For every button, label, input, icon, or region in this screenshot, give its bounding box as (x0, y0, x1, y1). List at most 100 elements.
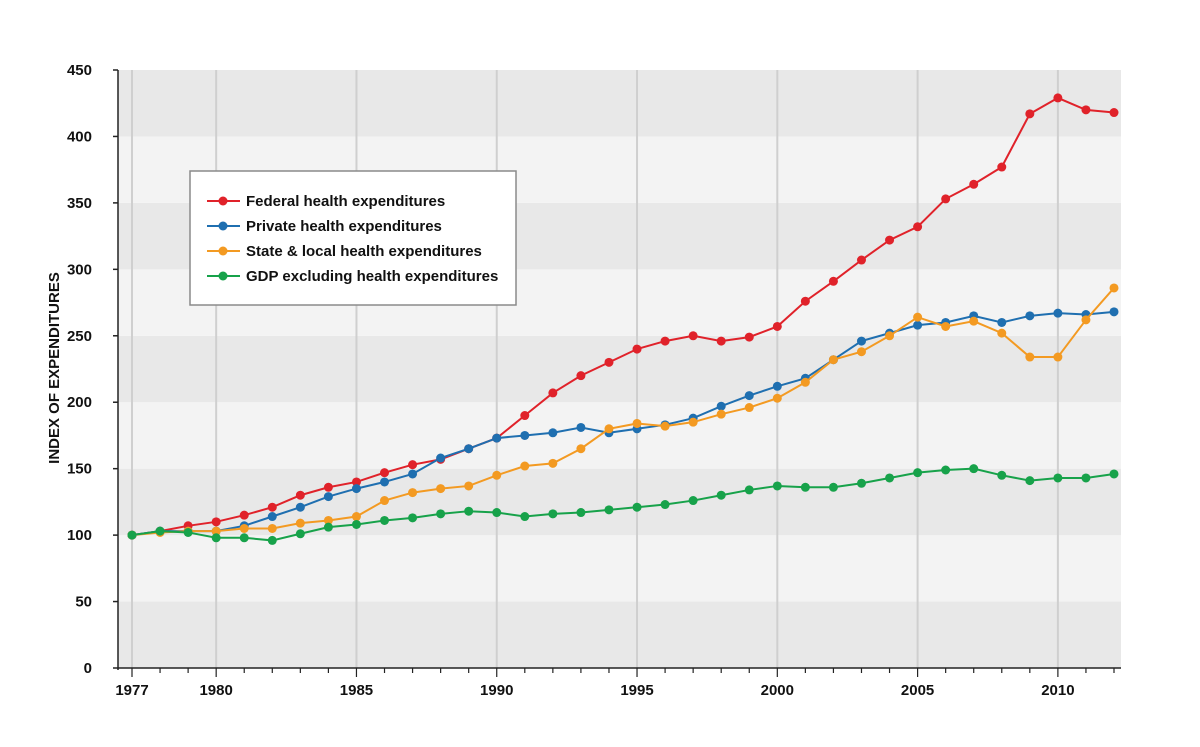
data-point (1025, 352, 1035, 362)
legend-swatch-marker (218, 196, 228, 206)
x-tick-label: 2000 (761, 682, 794, 699)
data-point (744, 332, 754, 342)
data-point (548, 458, 558, 468)
data-point (885, 235, 895, 245)
data-point (660, 336, 670, 346)
data-point (351, 484, 361, 494)
data-point (323, 492, 333, 502)
y-tick-label: 0 (84, 660, 92, 677)
data-point (520, 461, 530, 471)
data-point (772, 393, 782, 403)
data-point (295, 518, 305, 528)
data-point (828, 276, 838, 286)
data-point (576, 422, 586, 432)
data-point (744, 403, 754, 413)
data-point (997, 470, 1007, 480)
data-point (127, 530, 137, 540)
data-point (1081, 315, 1091, 325)
legend-swatch-marker (218, 246, 228, 256)
axes (117, 70, 1121, 670)
data-point (520, 430, 530, 440)
data-point (436, 484, 446, 494)
data-point (295, 490, 305, 500)
data-point (267, 535, 277, 545)
data-point (969, 316, 979, 326)
data-point (941, 194, 951, 204)
data-point (1109, 469, 1119, 479)
data-point (380, 477, 390, 487)
x-tick-label: 1980 (199, 682, 232, 699)
legend-item: GDP excluding health expenditures (207, 268, 498, 285)
legend-box (189, 170, 517, 306)
y-tick-label: 400 (67, 128, 92, 145)
data-point (492, 508, 502, 518)
data-point (295, 529, 305, 539)
x-tick-label: 1995 (620, 682, 653, 699)
y-tick-label: 300 (67, 261, 92, 278)
x-tick-label: 2010 (1041, 682, 1074, 699)
grid-band (118, 601, 1121, 668)
data-point (800, 296, 810, 306)
data-point (408, 513, 418, 523)
data-point (576, 444, 586, 454)
y-tick-label: 150 (67, 461, 92, 478)
data-point (1025, 476, 1035, 486)
legend-swatch-marker (218, 221, 228, 231)
y-axis-ticks: 0 50 100 150 200 250 300 350 400 450 (67, 62, 118, 677)
data-point (211, 533, 221, 543)
series-line (131, 467, 1115, 542)
data-point (604, 357, 614, 367)
legend-label: Private health expenditures (246, 218, 442, 235)
series-line (131, 96, 1115, 537)
data-point (856, 478, 866, 488)
legend-label: State & local health expenditures (246, 243, 482, 260)
series-line (131, 287, 1115, 537)
data-point (267, 512, 277, 522)
data-point (351, 512, 361, 522)
legend: Federal health expenditures Private healt… (189, 170, 517, 306)
data-point (913, 312, 923, 322)
y-tick-label: 450 (67, 62, 92, 79)
data-point (632, 502, 642, 512)
data-point (295, 502, 305, 512)
data-point (548, 428, 558, 438)
data-point (492, 433, 502, 443)
data-point (408, 488, 418, 498)
data-point (885, 331, 895, 341)
data-point (1081, 473, 1091, 483)
data-point (688, 417, 698, 427)
data-point (1109, 108, 1119, 118)
data-point (856, 336, 866, 346)
data-point (380, 468, 390, 478)
data-point (436, 453, 446, 463)
data-point (941, 321, 951, 331)
data-point (464, 506, 474, 516)
data-point (576, 371, 586, 381)
data-point (211, 526, 221, 536)
data-point (380, 496, 390, 506)
legend-swatch-marker (218, 271, 228, 281)
data-point (380, 515, 390, 525)
data-point (604, 505, 614, 515)
data-point (576, 508, 586, 518)
data-point (688, 496, 698, 506)
data-point (716, 336, 726, 346)
data-point (997, 162, 1007, 172)
data-point (183, 527, 193, 537)
data-point (800, 377, 810, 387)
data-point (800, 482, 810, 492)
data-point (632, 418, 642, 428)
data-point (520, 411, 530, 421)
y-tick-label: 250 (67, 328, 92, 345)
data-point (856, 347, 866, 357)
data-point (239, 510, 249, 520)
data-point (1053, 308, 1063, 318)
data-point (1053, 352, 1063, 362)
data-point (688, 331, 698, 341)
data-point (155, 526, 165, 536)
data-point (828, 355, 838, 365)
data-point (913, 222, 923, 232)
data-point (632, 344, 642, 354)
data-point (856, 255, 866, 265)
data-point (1053, 473, 1063, 483)
